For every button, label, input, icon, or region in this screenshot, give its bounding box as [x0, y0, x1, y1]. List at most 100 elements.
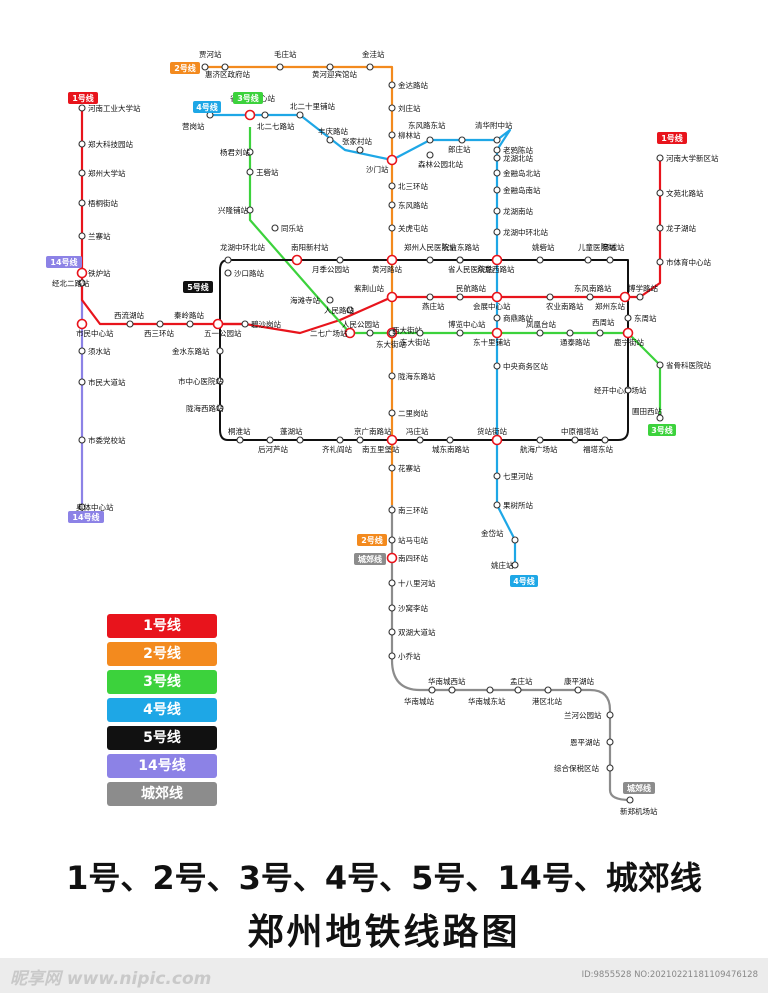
- station-marker: [546, 293, 554, 301]
- station-label: 西流湖站: [114, 310, 144, 320]
- station-marker: [388, 536, 396, 544]
- station: 郎庄站: [448, 136, 471, 154]
- station: 站马屯站: [388, 535, 428, 545]
- station-marker: [326, 63, 334, 71]
- legend-item-chengjiao: 城郊线: [107, 782, 217, 806]
- station: 金水东路站: [172, 346, 224, 356]
- station-label: 沙窝李站: [398, 603, 428, 613]
- station: 市中心医院站: [178, 376, 224, 386]
- station-label: 郑大科技园站: [88, 139, 133, 149]
- transfer-station-marker: [491, 291, 503, 303]
- station-label: 省人民医院站: [448, 264, 493, 274]
- line-tag-box: [183, 281, 213, 293]
- station-marker: [78, 199, 86, 207]
- station: 众意西路站: [477, 254, 515, 274]
- station-label: 二里岗站: [398, 408, 428, 418]
- station-marker: [493, 186, 501, 194]
- station-label: 通泰路站: [560, 337, 590, 347]
- station-marker: [78, 104, 86, 112]
- station-marker: [388, 104, 396, 112]
- station: 王砦站: [246, 167, 279, 177]
- station: 北二七路站: [257, 111, 295, 131]
- station: 港区北站: [532, 686, 562, 706]
- station: 郑州东站: [595, 291, 631, 311]
- station: 东大街站: [400, 329, 430, 347]
- station: 东周站: [624, 313, 657, 323]
- line-path-lc: [390, 505, 631, 802]
- station-marker: [224, 269, 232, 277]
- station-marker: [536, 256, 544, 264]
- line-tag-label: 3号线: [237, 93, 259, 103]
- station: 花寨站: [388, 463, 421, 473]
- station: 中央商务区站: [493, 361, 548, 371]
- station-label: 河南工业大学站: [88, 103, 141, 113]
- station-marker: [246, 206, 254, 214]
- station-marker: [493, 136, 501, 144]
- line-tag-label: 1号线: [661, 133, 683, 143]
- station: 人民公园站: [342, 319, 380, 337]
- station-label: 蓬湖站: [280, 426, 303, 436]
- station: 经开中心广场站: [594, 385, 647, 395]
- station: 海滩寺站: [290, 295, 334, 305]
- station: 商鼎路站: [493, 313, 533, 323]
- station-marker: [448, 686, 456, 694]
- transfer-station-marker: [291, 254, 303, 266]
- transfer-station-marker: [76, 318, 88, 330]
- station-label: 航海广场站: [520, 444, 558, 454]
- line-tag-box: [623, 782, 655, 794]
- station: 省人民医院站: [448, 256, 493, 274]
- station: 龙湖中环北站: [493, 227, 548, 237]
- station: 须水站: [78, 346, 111, 356]
- station: 老鸦陈站: [493, 145, 533, 155]
- station-marker: [388, 201, 396, 209]
- line-tag: 2号线: [357, 534, 387, 546]
- station-marker: [388, 409, 396, 417]
- station: 西三环站: [144, 320, 174, 338]
- station-marker: [584, 256, 592, 264]
- station: 十八里河站: [388, 578, 436, 588]
- station-label: 市委党校站: [88, 435, 126, 445]
- station-label: 恩平湖站: [570, 737, 600, 747]
- station-label: 海滩寺站: [290, 295, 320, 305]
- station-label: 梧桐街站: [88, 198, 118, 208]
- transfer-station-marker: [344, 327, 356, 339]
- station: 西周站: [592, 317, 615, 337]
- station-marker: [246, 168, 254, 176]
- station: 航海广场站: [520, 436, 558, 454]
- station: 南三环站: [388, 505, 428, 515]
- station-marker: [78, 232, 86, 240]
- station-marker: [78, 347, 86, 355]
- station-marker: [426, 136, 434, 144]
- station: 铁炉站: [76, 267, 111, 279]
- station: 姚庄站: [491, 560, 519, 570]
- station: 秦岭路站: [174, 310, 204, 328]
- station-marker: [221, 63, 229, 71]
- station: 龙湖中环北站: [220, 242, 265, 264]
- station-label: 市民中心站: [76, 328, 114, 338]
- station-label: 杨君刘站: [220, 147, 250, 157]
- station: 孟庄站: [510, 676, 533, 694]
- station-label: 王砦站: [256, 167, 279, 177]
- station-label: 桐淮站: [228, 426, 251, 436]
- legend-item-line4: 4号线: [107, 698, 217, 722]
- station: 丰庆路站: [318, 126, 348, 144]
- station-label: 祭城站: [602, 242, 625, 252]
- station-label: 凤凰台站: [526, 319, 556, 329]
- station: 金岱站: [481, 528, 519, 544]
- station-label: 兴隆铺站: [218, 205, 248, 215]
- station-marker: [426, 256, 434, 264]
- station-marker: [493, 314, 501, 322]
- line-tag: 14号线: [46, 256, 82, 268]
- station-label: 新郑机场站: [620, 806, 658, 816]
- station-marker: [326, 296, 334, 304]
- station-label: 博学路站: [628, 283, 658, 293]
- station: 张家村站: [342, 136, 372, 154]
- station-label: 北三环站: [398, 181, 428, 191]
- station: 西大街站: [388, 325, 422, 337]
- station-marker: [388, 372, 396, 380]
- station: 兰河公园站: [564, 710, 614, 720]
- line-tag-label: 4号线: [513, 576, 535, 586]
- station: 蓬湖站: [280, 426, 304, 444]
- line-tag-box: [510, 575, 538, 587]
- station-marker: [416, 329, 424, 337]
